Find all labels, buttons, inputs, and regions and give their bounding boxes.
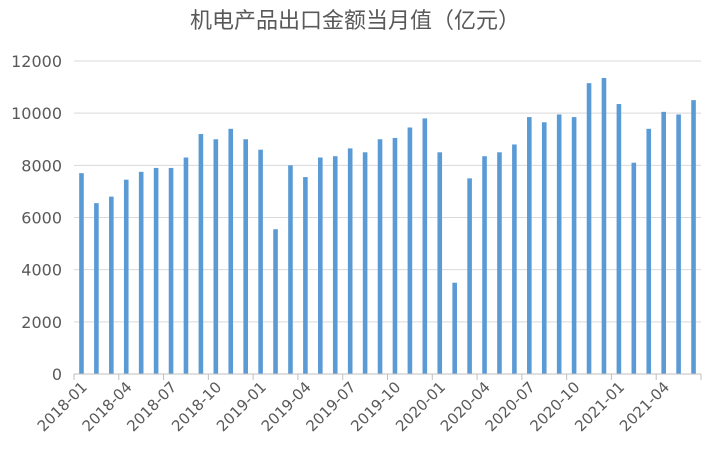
bar-2018-02 (94, 203, 99, 374)
bar-2021-03 (646, 128, 652, 374)
bar-2019-11 (407, 127, 413, 374)
bar-2020-06 (512, 144, 517, 374)
chart-title: 机电产品出口金额当月值（亿元） (190, 9, 520, 34)
bar-2020-03 (467, 178, 472, 374)
bar-2021-06 (691, 100, 696, 374)
y-tick-label: 6000 (21, 209, 62, 228)
bar-2019-01 (258, 149, 263, 374)
bar-2021-01 (616, 104, 622, 374)
bar-2018-09 (198, 134, 204, 374)
bar-2018-05 (138, 171, 144, 374)
y-tick-label: 8000 (21, 156, 62, 175)
bar-2020-09 (556, 114, 562, 375)
bar-2020-10 (571, 117, 577, 375)
bar-2018-03 (109, 196, 114, 374)
bar-2018-10 (213, 139, 219, 374)
bar-2019-05 (318, 157, 323, 374)
bar-2018-08 (183, 157, 189, 374)
y-tick-label: 0 (52, 365, 62, 384)
bar-2019-04 (303, 177, 308, 374)
bar-2018-11 (228, 128, 234, 374)
bar-2019-07 (347, 148, 353, 374)
bar-2021-02 (631, 162, 637, 374)
bar-2021-05 (676, 114, 681, 375)
bar-2020-04 (482, 156, 487, 374)
y-tick-label: 4000 (21, 261, 62, 280)
bar-2021-04 (661, 111, 666, 375)
bar-2020-05 (497, 152, 502, 374)
bar-2020-02 (452, 282, 457, 374)
y-tick-label: 12000 (11, 52, 62, 71)
bar-2020-08 (541, 122, 547, 374)
bar-2020-01 (437, 152, 443, 374)
bar-2019-06 (332, 156, 338, 374)
bar-2018-06 (153, 167, 159, 374)
bar-2019-03 (288, 165, 293, 374)
x-tick-label: 2021-04 (616, 378, 673, 435)
bar-2018-04 (123, 179, 129, 374)
bar-2018-07 (168, 167, 174, 374)
bars (79, 77, 696, 375)
x-axis: 2018-012018-042018-072018-102019-012019-… (34, 373, 702, 435)
y-axis: 0 2000 4000 6000 8000 10000 12000 (11, 52, 62, 384)
y-tick-label: 10000 (11, 104, 62, 123)
bar-2019-02 (273, 229, 278, 374)
bar-2019-08 (362, 152, 368, 374)
bar-2020-11 (586, 83, 592, 374)
bar-2020-07 (527, 117, 532, 375)
bar-2019-09 (377, 139, 383, 374)
bar-2018-01 (79, 173, 84, 374)
bar-2018-12 (243, 139, 248, 374)
y-tick-label: 2000 (21, 313, 62, 332)
gridlines (74, 60, 701, 323)
bar-2020-12 (601, 77, 607, 375)
bar-2019-12 (422, 118, 428, 374)
bar-2019-10 (392, 137, 398, 374)
